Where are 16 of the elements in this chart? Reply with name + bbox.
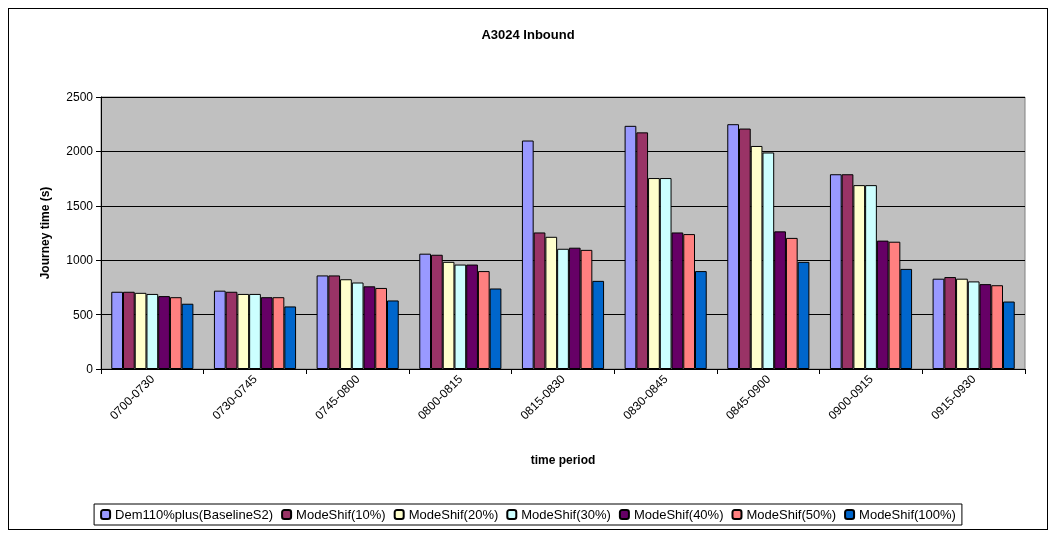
- x-axis-title: time period: [530, 453, 596, 467]
- y-axis-title: Journey time (s): [38, 186, 52, 280]
- legend-label: ModeShif(10%): [296, 507, 386, 522]
- y-tick-label: 0: [86, 362, 94, 376]
- y-tick-label: 2500: [66, 90, 94, 104]
- y-tick-label: 500: [72, 307, 94, 322]
- chart-title: A3024 Inbound: [481, 27, 575, 42]
- y-tick-label: 1500: [66, 198, 94, 213]
- y-tick-label: 1000: [66, 253, 94, 268]
- legend-label: ModeShif(50%): [746, 507, 837, 522]
- legend-label: ModeShif(20%): [408, 507, 499, 522]
- legend-label: Dem110%plus(BaselineS2): [115, 507, 274, 522]
- legend-label: ModeShif(40%): [633, 507, 724, 522]
- legend-label: ModeShif(100%): [859, 507, 956, 522]
- legend-label: ModeShif(30%): [521, 507, 611, 522]
- y-tick-label: 2000: [66, 144, 94, 159]
